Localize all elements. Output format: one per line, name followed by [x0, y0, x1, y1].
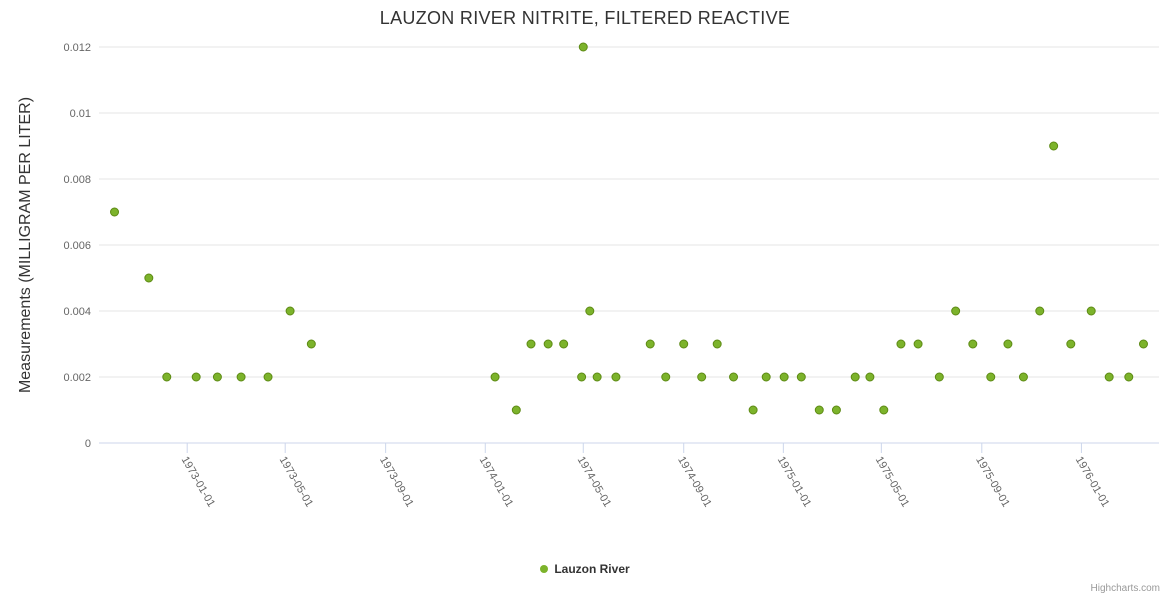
data-point[interactable]	[306, 339, 316, 349]
y-axis-tick-label: 0.006	[63, 240, 91, 252]
data-point[interactable]	[934, 372, 944, 382]
x-axis-tick-label: 1973-05-01	[277, 455, 316, 510]
data-point[interactable]	[162, 372, 172, 382]
highcharts-credits-link[interactable]: Highcharts.com	[1090, 583, 1160, 594]
x-axis-tick-label: 1975-05-01	[873, 455, 912, 510]
data-point[interactable]	[263, 372, 273, 382]
data-point[interactable]	[144, 273, 154, 283]
data-point[interactable]	[1104, 372, 1114, 382]
data-point[interactable]	[865, 372, 875, 382]
y-axis-tick-label: 0.004	[63, 306, 91, 318]
data-point[interactable]	[831, 405, 841, 415]
y-axis-tick-label: 0.008	[63, 174, 91, 186]
data-point[interactable]	[796, 372, 806, 382]
data-point[interactable]	[986, 372, 996, 382]
data-point[interactable]	[236, 372, 246, 382]
x-axis-tick-label: 1975-09-01	[973, 455, 1012, 510]
data-point[interactable]	[577, 372, 587, 382]
data-point[interactable]	[578, 42, 588, 52]
data-point[interactable]	[951, 306, 961, 316]
y-axis-tick-label: 0.01	[70, 108, 91, 120]
data-point[interactable]	[968, 339, 978, 349]
data-point[interactable]	[913, 339, 923, 349]
data-point[interactable]	[1035, 306, 1045, 316]
data-point[interactable]	[212, 372, 222, 382]
x-axis-tick-label: 1974-05-01	[575, 455, 614, 510]
x-axis-tick-label: 1973-01-01	[179, 455, 218, 510]
data-point[interactable]	[611, 372, 621, 382]
data-point[interactable]	[1138, 339, 1148, 349]
legend-label: Lauzon River	[554, 562, 630, 576]
data-point[interactable]	[1049, 141, 1059, 151]
data-point[interactable]	[779, 372, 789, 382]
legend-item-lauzon-river[interactable]: Lauzon River	[0, 562, 1170, 576]
y-axis-tick-label: 0	[85, 438, 91, 450]
x-axis-tick-label: 1975-01-01	[775, 455, 814, 510]
x-axis-tick-label: 1976-01-01	[1073, 455, 1112, 510]
data-point[interactable]	[1124, 372, 1134, 382]
data-point[interactable]	[661, 372, 671, 382]
chart-title: LAUZON RIVER NITRITE, FILTERED REACTIVE	[379, 8, 791, 28]
data-point[interactable]	[592, 372, 602, 382]
data-point[interactable]	[697, 372, 707, 382]
data-point[interactable]	[712, 339, 722, 349]
data-point[interactable]	[1086, 306, 1096, 316]
data-point[interactable]	[645, 339, 655, 349]
data-point[interactable]	[526, 339, 536, 349]
data-point[interactable]	[1066, 339, 1076, 349]
data-point[interactable]	[679, 339, 689, 349]
data-point[interactable]	[285, 306, 295, 316]
data-point[interactable]	[490, 372, 500, 382]
y-axis-tick-label: 0.012	[63, 42, 91, 54]
data-point[interactable]	[814, 405, 824, 415]
x-axis-tick-label: 1974-01-01	[477, 455, 516, 510]
x-axis-tick-label: 1973-09-01	[377, 455, 416, 510]
data-point[interactable]	[1003, 339, 1013, 349]
data-point[interactable]	[585, 306, 595, 316]
data-point[interactable]	[896, 339, 906, 349]
data-point[interactable]	[559, 339, 569, 349]
data-point[interactable]	[879, 405, 889, 415]
data-point[interactable]	[543, 339, 553, 349]
legend-marker-icon	[540, 565, 549, 573]
data-point[interactable]	[1018, 372, 1028, 382]
data-point[interactable]	[850, 372, 860, 382]
data-point[interactable]	[748, 405, 758, 415]
data-point[interactable]	[761, 372, 771, 382]
data-point[interactable]	[729, 372, 739, 382]
data-point[interactable]	[511, 405, 521, 415]
data-point[interactable]	[191, 372, 201, 382]
data-point[interactable]	[110, 207, 120, 217]
y-axis-tick-label: 0.002	[63, 372, 91, 384]
x-axis-tick-label: 1974-09-01	[675, 455, 714, 510]
